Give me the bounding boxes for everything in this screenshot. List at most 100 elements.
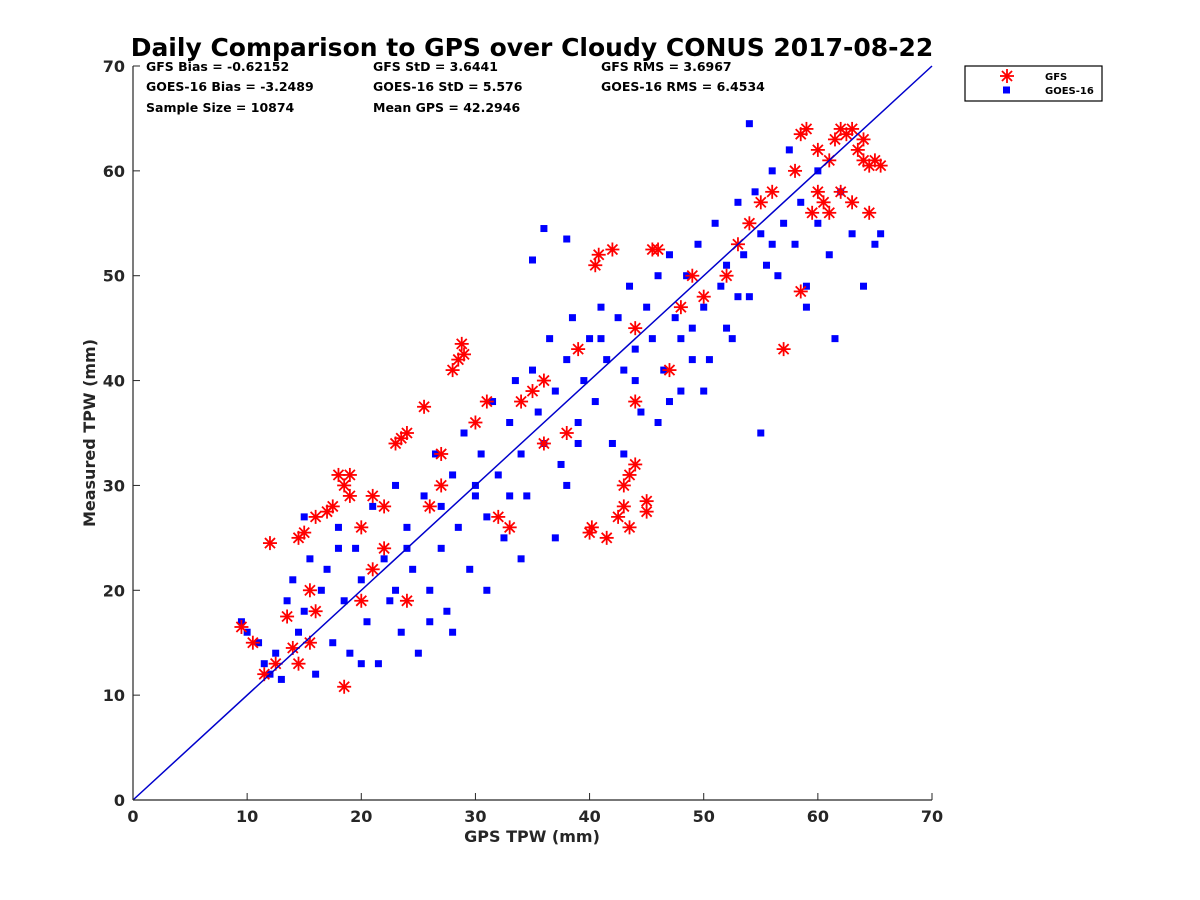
goes-16-point xyxy=(608,439,616,447)
goes-16-point xyxy=(591,398,599,406)
legend-marker-gfs xyxy=(1000,69,1014,83)
legend-items: GFS GOES-16 xyxy=(1000,69,1094,97)
goes-16-point xyxy=(791,240,799,248)
y-tick-label: 60 xyxy=(103,162,125,181)
gfs-point xyxy=(788,163,803,178)
goes-16-point xyxy=(460,429,468,437)
gfs-point xyxy=(399,593,414,608)
goes-16-point xyxy=(643,303,651,311)
goes-16-point xyxy=(637,408,645,416)
goes-16-point xyxy=(648,335,656,343)
goes-16-point xyxy=(289,576,297,584)
goes-16-point xyxy=(762,261,770,269)
goes-16-point xyxy=(500,534,508,542)
gfs-point xyxy=(719,268,734,283)
gfs-point xyxy=(628,394,643,409)
goes-16-point xyxy=(494,471,502,479)
gfs-point xyxy=(468,415,483,430)
goes-16-point xyxy=(694,240,702,248)
goes-16-point xyxy=(426,586,434,594)
goes-16-point xyxy=(757,230,765,238)
gfs-point xyxy=(502,520,517,535)
stat-text: Mean GPS = 42.2946 xyxy=(373,100,520,115)
plot-area xyxy=(132,65,933,801)
goes-16-point xyxy=(768,167,776,175)
goes-16-point xyxy=(403,523,411,531)
gfs-point xyxy=(822,205,837,220)
gfs-point xyxy=(479,394,494,409)
goes-16-point xyxy=(785,146,793,154)
goes-16-point xyxy=(340,597,348,605)
gfs-point xyxy=(280,609,295,624)
gfs-point xyxy=(845,195,860,210)
x-tick-label: 60 xyxy=(807,807,829,826)
goes-16-point xyxy=(705,356,713,364)
goes-16-points xyxy=(237,120,885,683)
gfs-point xyxy=(605,242,620,257)
goes-16-point xyxy=(317,586,325,594)
gfs-point xyxy=(342,467,357,482)
goes-16-point xyxy=(620,450,628,458)
gfs-point xyxy=(816,195,831,210)
gfs-point xyxy=(622,467,637,482)
gfs-point xyxy=(308,604,323,619)
goes-16-point xyxy=(483,586,491,594)
gfs-point xyxy=(591,247,606,262)
stat-text: Sample Size = 10874 xyxy=(146,100,295,115)
goes-16-point xyxy=(277,675,285,683)
x-axis-label: GPS TPW (mm) xyxy=(464,827,600,846)
y-tick-label: 70 xyxy=(103,57,125,76)
goes-16-point xyxy=(780,219,788,227)
goes-16-point xyxy=(631,377,639,385)
gfs-point xyxy=(525,384,540,399)
goes-16-point xyxy=(734,198,742,206)
goes-16-point xyxy=(574,439,582,447)
gfs-point xyxy=(833,184,848,199)
gfs-point xyxy=(622,520,637,535)
gfs-point xyxy=(365,562,380,577)
goes-16-point xyxy=(700,387,708,395)
gfs-point xyxy=(845,121,860,136)
goes-16-point xyxy=(300,513,308,521)
goes-16-point xyxy=(374,660,382,668)
gfs-point xyxy=(417,399,432,414)
gfs-point xyxy=(377,499,392,514)
goes-16-point xyxy=(814,219,822,227)
goes-16-point xyxy=(626,282,634,290)
goes-16-point xyxy=(745,293,753,301)
legend-marker-goes-16 xyxy=(1003,86,1010,94)
gfs-point xyxy=(862,205,877,220)
goes-16-point xyxy=(392,481,400,489)
goes-16-point xyxy=(603,356,611,364)
gfs-point xyxy=(559,426,574,440)
chart-title: Daily Comparison to GPS over Cloudy CONU… xyxy=(131,33,934,62)
gfs-point xyxy=(422,499,437,514)
gfs-point xyxy=(584,520,599,535)
goes-16-point xyxy=(511,377,519,385)
goes-16-point xyxy=(665,398,673,406)
x-tick-label: 70 xyxy=(921,807,943,826)
goes-16-point xyxy=(563,235,571,243)
goes-16-point xyxy=(700,303,708,311)
goes-16-point xyxy=(363,618,371,626)
goes-16-point xyxy=(529,256,536,264)
gfs-point xyxy=(297,525,312,540)
goes-16-point xyxy=(860,282,868,290)
goes-16-point xyxy=(260,660,268,668)
x-tick-label: 10 xyxy=(236,807,258,826)
gfs-point xyxy=(856,132,871,147)
goes-16-point xyxy=(529,366,536,374)
goes-16-point xyxy=(723,324,731,332)
goes-16-point xyxy=(723,261,731,269)
goes-16-point xyxy=(272,649,280,657)
stat-text: GOES-16 StD = 5.576 xyxy=(373,79,523,94)
gfs-point xyxy=(616,478,631,493)
gfs-point xyxy=(616,499,631,514)
goes-16-point xyxy=(483,513,491,521)
gfs-point xyxy=(399,426,414,440)
goes-16-point xyxy=(243,628,251,636)
goes-16-point xyxy=(580,377,588,385)
stat-text: GFS Bias = -0.62152 xyxy=(146,59,289,74)
gfs-point xyxy=(331,467,346,482)
y-tick-label: 40 xyxy=(103,372,125,391)
